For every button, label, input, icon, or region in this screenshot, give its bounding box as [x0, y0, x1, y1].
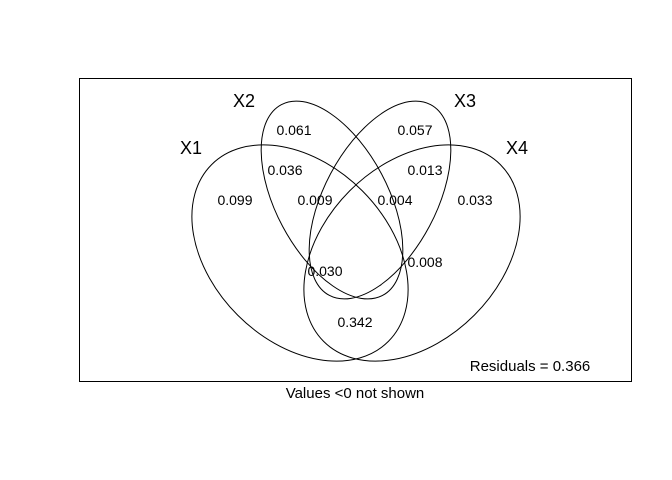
set-x1-ellipse: [191, 144, 409, 362]
set-label-x2: X2: [233, 91, 255, 111]
region-x3-x4-value: 0.013: [407, 162, 442, 178]
set-label-x3: X3: [454, 91, 476, 111]
region-x2-x4-value: 0.008: [407, 254, 442, 270]
region-x1-x4-value: 0.342: [337, 314, 372, 330]
region-x4-value: 0.033: [457, 192, 492, 208]
set-label-x1: X1: [180, 138, 202, 158]
plot-border: [79, 78, 632, 382]
set-x2-ellipse: [260, 100, 404, 300]
footnote-text: Values <0 not shown: [286, 385, 425, 402]
set-ellipses: [191, 100, 521, 362]
region-x2-value: 0.061: [276, 122, 311, 138]
set-x3-ellipse: [308, 100, 452, 300]
region-x1-x3-value: 0.030: [307, 263, 342, 279]
region-x1-x2-value: 0.036: [267, 162, 302, 178]
region-x1-value: 0.099: [217, 192, 252, 208]
residuals-text: Residuals = 0.366: [470, 358, 591, 375]
set-label-x4: X4: [506, 138, 528, 158]
region-x1-x2-x3-value: 0.009: [297, 192, 332, 208]
region-x3-value: 0.057: [397, 122, 432, 138]
set-x4-ellipse: [303, 144, 521, 362]
region-x2-x3-x4-value: 0.004: [377, 192, 412, 208]
